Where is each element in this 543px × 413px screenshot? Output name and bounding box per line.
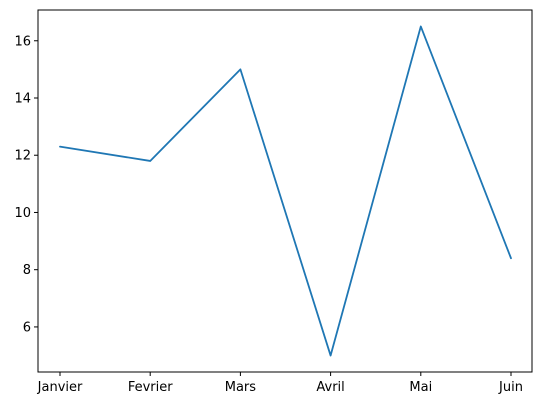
y-tick-label: 10 bbox=[14, 206, 31, 221]
series-layer bbox=[59, 25, 512, 357]
x-tick-label: Janvier bbox=[37, 380, 83, 395]
y-axis: 6 8 10 12 14 16 bbox=[14, 34, 38, 335]
x-tick-label: Mai bbox=[409, 380, 432, 395]
plot-background bbox=[38, 10, 532, 372]
x-tick-label: Fevrier bbox=[128, 380, 173, 395]
x-tick-label: Juin bbox=[498, 380, 523, 395]
y-tick-label: 8 bbox=[23, 263, 31, 278]
y-tick-label: 12 bbox=[14, 149, 31, 164]
x-tick-label: Avril bbox=[316, 380, 344, 395]
x-axis: Janvier Fevrier Mars Avril Mai Juin bbox=[37, 372, 523, 395]
y-tick-label: 14 bbox=[14, 91, 31, 106]
x-tick-label: Mars bbox=[225, 380, 257, 395]
y-tick-label: 16 bbox=[14, 34, 31, 49]
series-line-0 bbox=[59, 25, 512, 357]
plot-frame bbox=[37, 9, 533, 373]
y-tick-label: 6 bbox=[23, 320, 31, 335]
